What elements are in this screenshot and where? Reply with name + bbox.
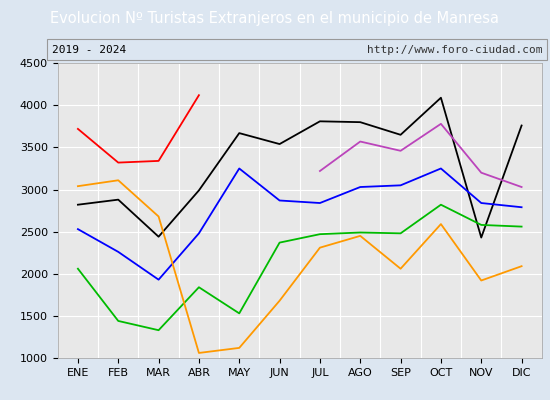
Text: 2019 - 2024: 2019 - 2024 [52, 45, 126, 55]
Text: http://www.foro-ciudad.com: http://www.foro-ciudad.com [367, 45, 542, 55]
Text: Evolucion Nº Turistas Extranjeros en el municipio de Manresa: Evolucion Nº Turistas Extranjeros en el … [51, 12, 499, 26]
